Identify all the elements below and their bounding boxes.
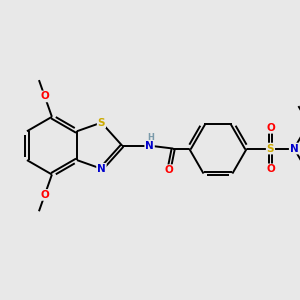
Text: N: N bbox=[290, 144, 298, 154]
Text: O: O bbox=[40, 92, 49, 101]
Text: H: H bbox=[147, 133, 154, 142]
Text: O: O bbox=[40, 190, 49, 200]
Text: S: S bbox=[98, 118, 105, 128]
Text: O: O bbox=[164, 165, 173, 175]
Text: O: O bbox=[266, 123, 275, 133]
Text: S: S bbox=[267, 144, 274, 154]
Text: O: O bbox=[266, 164, 275, 174]
Text: N: N bbox=[145, 141, 154, 151]
Text: N: N bbox=[97, 164, 106, 174]
